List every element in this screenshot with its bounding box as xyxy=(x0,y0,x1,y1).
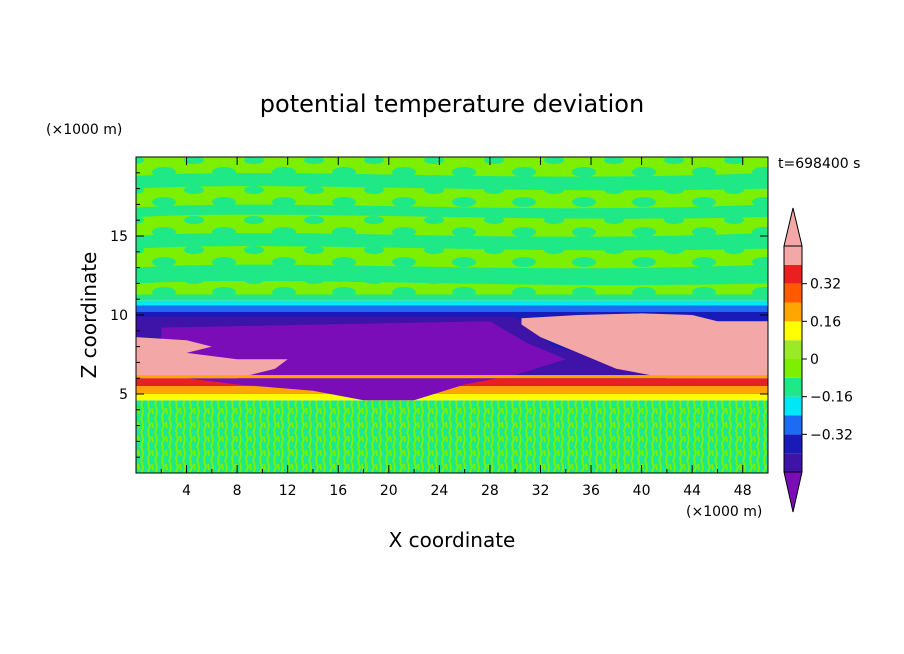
colorbar-box xyxy=(784,359,802,378)
x-tick-label: 20 xyxy=(380,483,398,499)
y-tick-label: 5 xyxy=(119,387,128,403)
x-axis-ticks: 4 8 12 16 20 24 28 32 36 40 44 48 xyxy=(160,157,752,499)
upper-green-band-2 xyxy=(136,204,768,219)
x-tick-label: 16 xyxy=(329,483,347,499)
colorbar-box xyxy=(784,415,802,435)
y-axis-title: Z coordinate xyxy=(77,252,101,379)
colorbar-box xyxy=(784,377,802,397)
left-pink-tongue xyxy=(136,337,288,379)
aqua-band xyxy=(136,300,768,308)
colorbar-box xyxy=(784,246,802,265)
x-tick-label: 4 xyxy=(182,483,191,499)
colorbar: 0.32 0.16 0 −0.16 −0.32 xyxy=(783,207,853,513)
y-tick-label: 10 xyxy=(110,308,128,324)
x-tick-label: 40 xyxy=(633,483,651,499)
x-tick-label: 24 xyxy=(430,483,448,499)
colorbar-box xyxy=(784,321,802,341)
x-axis-title: X coordinate xyxy=(389,528,516,552)
colorbar-box xyxy=(784,302,802,322)
warm-pink-pool xyxy=(521,313,768,379)
cold-pool xyxy=(161,321,566,401)
upper-green-band-3 xyxy=(136,172,768,191)
orange-band xyxy=(136,386,768,394)
thin-orange-line xyxy=(136,375,768,379)
colorbar-box xyxy=(784,340,802,359)
time-label: t=698400 s xyxy=(778,156,860,172)
y-axis-ticks: 5 10 15 xyxy=(110,172,768,458)
x-tick-label: 48 xyxy=(734,483,752,499)
x-tick-label: 28 xyxy=(481,483,499,499)
colorbar-label: 0.32 xyxy=(810,277,841,293)
colorbar-box xyxy=(784,434,802,454)
colorbar-box xyxy=(784,264,802,284)
y-axis-unit: (×1000 m) xyxy=(46,122,122,138)
x-tick-label: 12 xyxy=(279,483,297,499)
x-tick-label: 32 xyxy=(532,483,550,499)
lower-noisy-region xyxy=(136,400,768,473)
colorbar-label: −0.16 xyxy=(810,390,853,406)
x-tick-label: 44 xyxy=(683,483,701,499)
colorbar-over-triangle xyxy=(783,207,803,247)
x-tick-label: 36 xyxy=(582,483,600,499)
y-tick-label: 15 xyxy=(110,229,128,245)
x-axis-unit: (×1000 m) xyxy=(686,504,762,520)
upper-green-band-0 xyxy=(136,264,768,286)
green-band-11 xyxy=(136,294,768,301)
colorbar-box xyxy=(784,453,802,472)
colorbar-label: 0.16 xyxy=(810,314,841,330)
colorbar-label: −0.32 xyxy=(810,427,853,443)
chart-title: potential temperature deviation xyxy=(260,90,644,118)
x-tick-label: 8 xyxy=(233,483,242,499)
colorbar-label: 0 xyxy=(810,352,819,368)
yellow-band xyxy=(136,394,768,401)
colorbar-box xyxy=(784,396,802,416)
blue-band xyxy=(136,305,768,312)
colorbar-under-triangle xyxy=(783,471,803,513)
heatmap-field xyxy=(136,157,768,473)
colorbar-box xyxy=(784,283,802,303)
upper-green-band-1 xyxy=(136,232,768,251)
